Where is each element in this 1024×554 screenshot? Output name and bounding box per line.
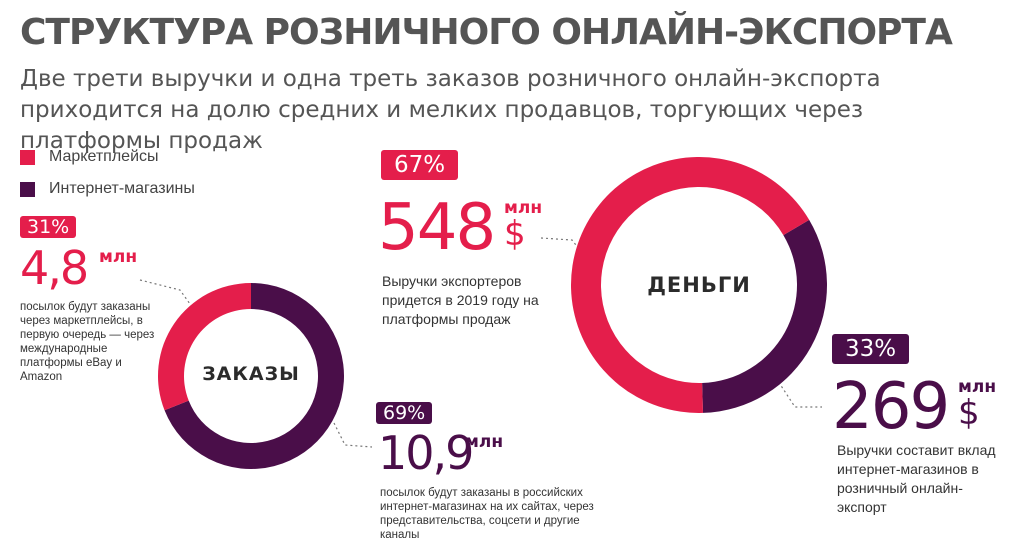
leader-money-online-stores (775, 377, 822, 408)
description-orders-marketplaces: посылок будут заказаны через маркетплейс… (20, 301, 155, 383)
unit-money-marketplaces: млн (504, 198, 543, 218)
badge-orders-marketplaces: 31% (20, 216, 77, 238)
donut-center-label-orders: ЗАКАЗЫ (202, 363, 300, 385)
legend-swatch-marketplaces (20, 149, 35, 165)
money-slice-online-stores (702, 219, 827, 413)
value-orders-marketplaces: 4,8 (20, 241, 89, 295)
legend: Маркетплейсы Интернет-магазины (20, 148, 195, 198)
badge-money-online-stores: 33% (832, 334, 910, 364)
unit-orders-online-stores: млн (465, 432, 504, 452)
leader-money-marketplaces (540, 237, 595, 269)
legend-swatch-online-stores (20, 181, 35, 197)
value-money-marketplaces: 548 (378, 191, 496, 265)
unit-orders-marketplaces: млн (99, 247, 138, 267)
badge-orders-online-stores: 69% (376, 402, 433, 424)
currency-money-marketplaces: $ (504, 214, 526, 254)
donut-center-label-money: ДЕНЬГИ (647, 273, 751, 297)
leader-orders-marketplaces (139, 279, 201, 319)
donut-chart-money (571, 157, 827, 413)
legend-item-online-stores: Интернет-магазины (20, 180, 195, 198)
description-money-marketplaces: Выручки экспортеров придется в 2019 году… (382, 273, 539, 327)
description-money-online-stores: Выручки составит вклад интернет-магазино… (837, 442, 996, 515)
unit-money-online-stores: млн (958, 377, 997, 397)
page-subtitle: Две трети выручки и одна треть заказов р… (20, 66, 881, 154)
description-orders-online-stores: посылок будут заказаны в российских инте… (380, 487, 594, 541)
page-title: СТРУКТУРА РОЗНИЧНОГО ОНЛАЙН-ЭКСПОРТА (20, 12, 953, 53)
badge-money-marketplaces: 67% (381, 150, 459, 180)
orders-slice-marketplaces (158, 283, 251, 411)
value-orders-online-stores: 10,9 (378, 426, 474, 480)
value-money-online-stores: 269 (832, 370, 950, 444)
legend-label-marketplaces: Маркетплейсы (49, 148, 159, 165)
legend-item-marketplaces: Маркетплейсы (20, 148, 195, 166)
donut-chart-orders (158, 283, 344, 469)
currency-money-online-stores: $ (958, 393, 980, 433)
legend-label-online-stores: Интернет-магазины (49, 180, 195, 197)
